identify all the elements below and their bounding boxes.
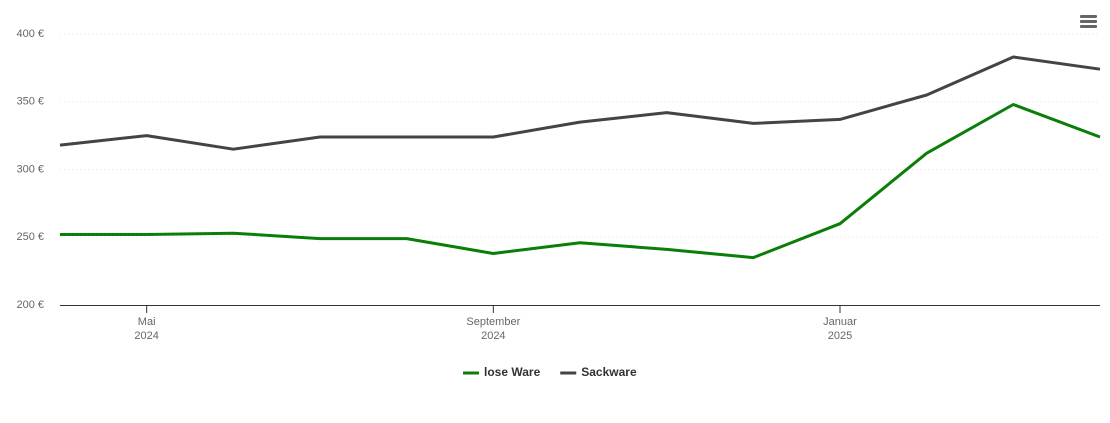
menu-bar [1080,15,1097,18]
x-tick-label: Mai 2024 [134,316,159,342]
legend-item[interactable]: lose Ware [463,365,541,379]
legend-item[interactable]: Sackware [560,365,637,379]
menu-bar [1080,25,1097,28]
menu-bar [1080,20,1097,23]
legend-label: Sackware [581,365,637,379]
menu-icon[interactable] [1080,15,1097,28]
series-line [60,103,1101,260]
x-tick-label: September 2024 [466,316,521,342]
y-tick-label: 400 € [16,28,44,40]
legend-label: lose Ware [484,365,541,379]
x-tick-label: Januar 2025 [823,316,857,342]
y-tick-label: 350 € [16,96,44,108]
series-line [59,55,1101,151]
y-tick-label: 250 € [16,231,44,243]
y-tick-label: 200 € [16,299,44,311]
y-tick-label: 300 € [16,163,44,175]
